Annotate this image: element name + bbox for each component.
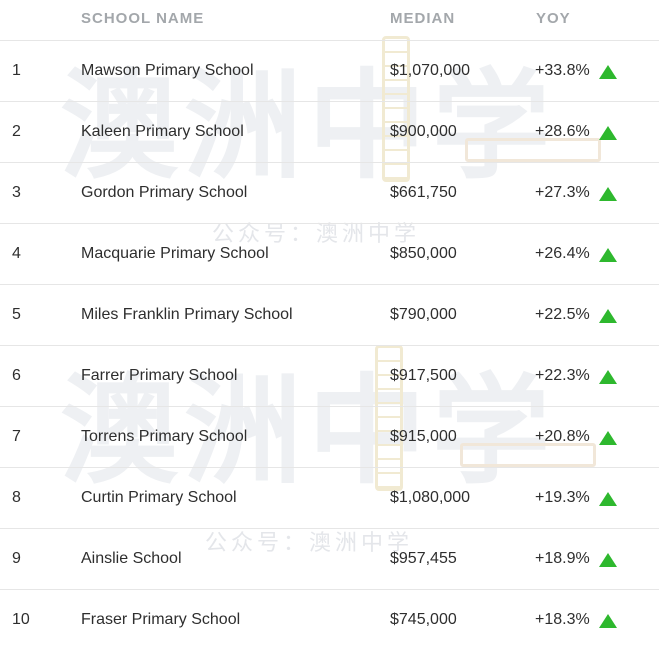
table-row: 6 Farrer Primary School $917,500 +22.3% [0, 346, 659, 407]
table-row: 8 Curtin Primary School $1,080,000 +19.3… [0, 468, 659, 529]
rank-cell: 7 [12, 428, 21, 445]
table-row: 5 Miles Franklin Primary School $790,000… [0, 285, 659, 346]
rank-cell: 8 [12, 489, 21, 506]
up-triangle-icon [599, 126, 617, 140]
yoy-cell: +19.3% [535, 489, 590, 506]
column-header-yoy[interactable]: YOY [536, 10, 571, 27]
table-row: 9 Ainslie School $957,455 +18.9% [0, 529, 659, 590]
yoy-cell: +22.3% [535, 367, 590, 384]
school-name-cell: Mawson Primary School [81, 62, 254, 79]
table-row: 4 Macquarie Primary School $850,000 +26.… [0, 224, 659, 285]
table-row: 1 Mawson Primary School $1,070,000 +33.8… [0, 41, 659, 102]
rank-cell: 4 [12, 245, 21, 262]
median-cell: $915,000 [390, 428, 457, 445]
rank-cell: 10 [12, 611, 30, 628]
median-cell: $900,000 [390, 123, 457, 140]
rank-cell: 1 [12, 62, 21, 79]
table-row: 3 Gordon Primary School $661,750 +27.3% [0, 163, 659, 224]
up-triangle-icon [599, 553, 617, 567]
school-name-cell: Macquarie Primary School [81, 245, 269, 262]
yoy-cell: +26.4% [535, 245, 590, 262]
median-cell: $745,000 [390, 611, 457, 628]
school-name-cell: Curtin Primary School [81, 489, 237, 506]
yoy-cell: +27.3% [535, 184, 590, 201]
median-cell: $850,000 [390, 245, 457, 262]
table-row: 10 Fraser Primary School $745,000 +18.3% [0, 590, 659, 650]
median-cell: $1,070,000 [390, 62, 471, 79]
yoy-cell: +20.8% [535, 428, 590, 445]
yoy-cell: +28.6% [535, 123, 590, 140]
table-row: 2 Kaleen Primary School $900,000 +28.6% [0, 102, 659, 163]
rank-cell: 6 [12, 367, 21, 384]
up-triangle-icon [599, 492, 617, 506]
rank-cell: 5 [12, 306, 21, 323]
column-header-school-name[interactable]: SCHOOL NAME [81, 10, 205, 27]
up-triangle-icon [599, 65, 617, 79]
column-header-median[interactable]: MEDIAN [390, 10, 456, 27]
rank-cell: 2 [12, 123, 21, 140]
yoy-cell: +33.8% [535, 62, 590, 79]
median-cell: $790,000 [390, 306, 457, 323]
median-cell: $1,080,000 [390, 489, 471, 506]
up-triangle-icon [599, 431, 617, 445]
up-triangle-icon [599, 248, 617, 262]
median-cell: $661,750 [390, 184, 457, 201]
school-name-cell: Gordon Primary School [81, 184, 248, 201]
school-name-cell: Torrens Primary School [81, 428, 248, 445]
school-name-cell: Kaleen Primary School [81, 123, 244, 140]
up-triangle-icon [599, 614, 617, 628]
yoy-cell: +18.9% [535, 550, 590, 567]
school-name-cell: Ainslie School [81, 550, 182, 567]
up-triangle-icon [599, 309, 617, 323]
up-triangle-icon [599, 187, 617, 201]
school-name-cell: Farrer Primary School [81, 367, 238, 384]
rank-cell: 9 [12, 550, 21, 567]
yoy-cell: +22.5% [535, 306, 590, 323]
median-cell: $917,500 [390, 367, 457, 384]
table-header: SCHOOL NAME MEDIAN YOY [0, 0, 659, 41]
median-cell: $957,455 [390, 550, 457, 567]
table-row: 7 Torrens Primary School $915,000 +20.8% [0, 407, 659, 468]
up-triangle-icon [599, 370, 617, 384]
yoy-cell: +18.3% [535, 611, 590, 628]
school-name-cell: Miles Franklin Primary School [81, 306, 293, 323]
rank-cell: 3 [12, 184, 21, 201]
school-name-cell: Fraser Primary School [81, 611, 241, 628]
